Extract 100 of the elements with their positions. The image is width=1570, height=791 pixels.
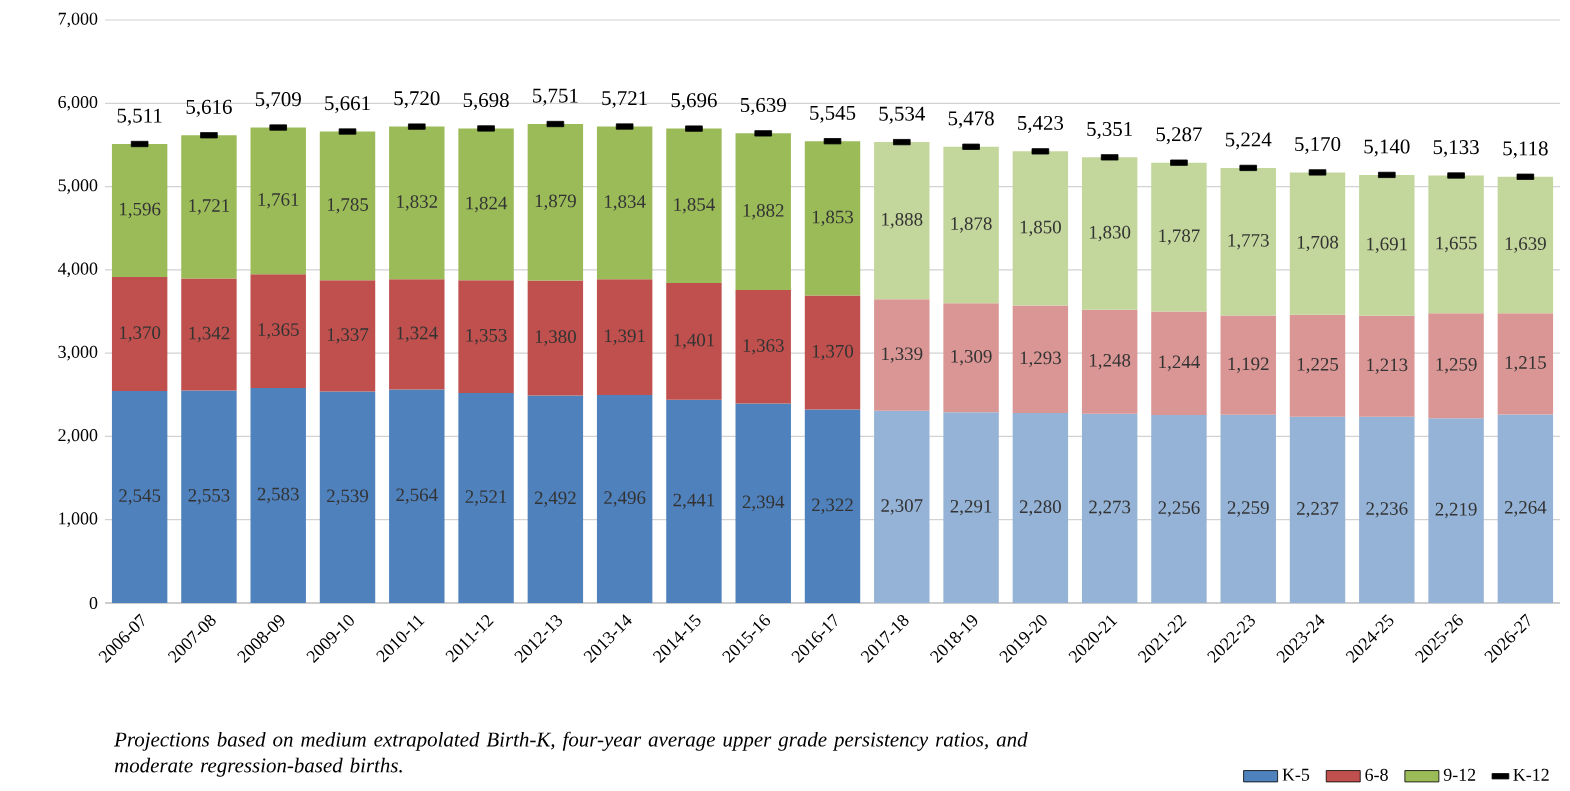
bar: [458, 128, 514, 281]
data-label: 2,539: [327, 489, 369, 505]
bar: [250, 274, 306, 388]
bar: [1359, 416, 1415, 603]
bar: [1497, 313, 1554, 415]
bar: [527, 124, 584, 281]
bar: [458, 280, 514, 394]
bar: [735, 133, 791, 291]
y-tick-label: 1,000: [59, 512, 98, 528]
bar: [666, 399, 722, 603]
bar: [943, 412, 999, 603]
bar: [458, 393, 514, 603]
data-label: 5,698: [463, 92, 509, 111]
data-label: 2,236: [1366, 502, 1408, 518]
data-label: 2,521: [465, 490, 507, 506]
bar: [1359, 174, 1415, 316]
y-tick-label: 4,000: [57, 262, 98, 278]
data-label: 5,224: [1225, 132, 1272, 150]
data-label: 5,140: [1364, 139, 1410, 157]
data-label: 5,639: [740, 97, 786, 116]
bar: [874, 142, 930, 300]
data-label: 1,370: [120, 326, 161, 342]
bar: [111, 391, 168, 603]
bar: [1012, 413, 1069, 603]
bar: [1289, 172, 1346, 315]
bar: [1220, 167, 1276, 316]
bar: [1428, 418, 1484, 603]
y-tick-label: 6,000: [58, 95, 98, 111]
data-label: 1,391: [605, 329, 645, 345]
y-tick-label: 7,000: [58, 12, 98, 28]
data-label: 2,441: [673, 493, 715, 510]
y-tick-label: 2,000: [58, 429, 98, 444]
bar: [527, 280, 584, 396]
data-label: 2,492: [534, 491, 576, 507]
data-label: 1,353: [466, 328, 507, 345]
data-label: 2,237: [1297, 502, 1339, 518]
data-label: 1,708: [1297, 235, 1339, 252]
bar: [1151, 415, 1207, 603]
data-label: 1,787: [1159, 229, 1200, 245]
y-tick-label: 3,000: [58, 345, 98, 361]
data-label: 2,280: [1019, 500, 1061, 516]
data-label: 2,291: [950, 499, 992, 516]
data-label: 5,478: [948, 111, 994, 129]
data-label: 5,616: [186, 99, 232, 117]
data-label: 2,564: [396, 488, 438, 504]
data-label: 1,830: [1090, 225, 1131, 242]
bar: [804, 409, 861, 603]
data-label: 2,553: [188, 488, 230, 505]
bar: [1012, 151, 1069, 306]
data-label: 5,720: [394, 91, 440, 109]
bar: [1081, 413, 1138, 603]
data-label: 5,661: [325, 96, 370, 114]
data-label: 1,850: [1020, 220, 1061, 237]
y-tick-label: 5,000: [58, 179, 98, 194]
text: Projections based on medium extrapolated Birth-K, four-year average upper grade persistency ratios, and moderate regression-based births.: [114, 731, 1028, 777]
data-label: 5,751: [533, 88, 578, 106]
data-label: 1,691: [1367, 237, 1407, 254]
data-label: 1,339: [882, 347, 923, 363]
data-label: 2,307: [881, 499, 923, 515]
data-label: 1,888: [882, 212, 923, 229]
data-label: 1,824: [466, 196, 508, 213]
data-label: 1,882: [743, 203, 784, 220]
bar: [181, 390, 237, 603]
data-label: 1,293: [1020, 351, 1061, 367]
bar: [735, 403, 791, 603]
bar: [804, 141, 861, 296]
bar: [250, 387, 306, 603]
data-label: 1,324: [397, 326, 438, 343]
data-label: 1,878: [951, 217, 992, 233]
bar: [943, 303, 999, 413]
bar: [666, 283, 722, 400]
bar: [1220, 414, 1276, 603]
bar: [874, 299, 930, 411]
data-label: 1,853: [812, 210, 854, 227]
data-label: 5,721: [602, 91, 647, 109]
data-label: 5,545: [810, 105, 856, 123]
bar: [1220, 315, 1276, 415]
data-label: 5,423: [1018, 115, 1064, 134]
data-label: 1,337: [327, 328, 369, 344]
data-label: 1,834: [605, 195, 646, 211]
bar: [666, 128, 722, 284]
data-label: 1,244: [1159, 355, 1200, 372]
y-tick-label: 0: [89, 596, 98, 610]
data-label: 1,761: [258, 193, 299, 209]
data-label: 2,259: [1227, 501, 1269, 517]
legend-label: K-12: [1513, 768, 1549, 781]
data-label: 1,225: [1297, 357, 1339, 374]
data-label: 2,583: [257, 487, 299, 504]
bar: [596, 395, 653, 603]
bar: [389, 126, 445, 280]
bar: [804, 295, 861, 410]
bar: [319, 280, 376, 392]
data-label: 1,785: [327, 198, 369, 214]
bar: [1497, 414, 1554, 603]
bar: [596, 279, 653, 396]
bar: [596, 126, 653, 280]
legend-label: 9-12: [1443, 768, 1476, 781]
data-label: 5,511: [117, 108, 162, 126]
data-label: 1,596: [120, 202, 161, 219]
bar: [250, 127, 306, 275]
